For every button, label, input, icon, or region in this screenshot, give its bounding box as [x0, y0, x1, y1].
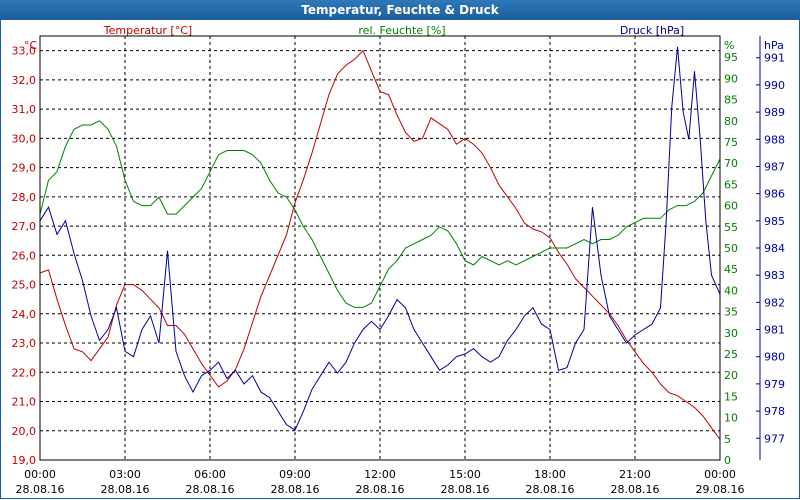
humidity-tick-label: 25 [724, 348, 738, 361]
humidity-series-label: rel. Feuchte [%] [358, 24, 445, 37]
humidity-tick-label: 40 [724, 284, 738, 297]
x-tick-time: 15:00 [449, 468, 481, 481]
pressure-series-line [39, 46, 721, 431]
left-tick-label: 22,0 [12, 366, 37, 379]
pressure-tick-label: 985 [764, 215, 785, 228]
x-tick-time: 18:00 [534, 468, 566, 481]
pressure-tick-label: 983 [764, 269, 785, 282]
x-tick-date: 28.08.16 [16, 483, 65, 496]
humidity-tick-label: 15 [724, 390, 738, 403]
humidity-unit-label: % [724, 39, 734, 52]
left-tick-label: 21,0 [12, 396, 37, 409]
window-title: Temperatur, Feuchte & Druck [0, 0, 800, 20]
left-tick-label: 26,0 [12, 249, 37, 262]
chart-grid [40, 36, 720, 461]
x-tick-date: 28.08.16 [101, 483, 150, 496]
humidity-tick-label: 75 [724, 136, 738, 149]
x-tick-date: 28.08.16 [186, 483, 235, 496]
humidity-tick-label: 85 [724, 94, 738, 107]
x-tick-time: 06:00 [194, 468, 226, 481]
x-tick-date: 28.08.16 [611, 483, 660, 496]
humidity-tick-label: 10 [724, 412, 738, 425]
humidity-tick-label: 20 [724, 369, 738, 382]
humidity-tick-label: 30 [724, 327, 738, 340]
left-tick-label: 24,0 [12, 308, 37, 321]
x-tick-date: 28.08.16 [271, 483, 320, 496]
left-tick-label: 32,0 [12, 74, 37, 87]
x-tick-time: 03:00 [109, 468, 141, 481]
pressure-tick-label: 980 [764, 351, 785, 364]
x-tick-date: 29.08.16 [696, 483, 745, 496]
humidity-tick-label: 0 [724, 454, 731, 467]
left-tick-label: 25,0 [12, 279, 37, 292]
temperature-unit-label: °C [24, 39, 38, 52]
humidity-tick-label: 60 [724, 200, 738, 213]
temperature-series-label: Temperatur [°C] [103, 24, 192, 37]
pressure-series-label: Druck [hPa] [620, 24, 684, 37]
x-tick-date: 28.08.16 [526, 483, 575, 496]
left-tick-label: 30,0 [12, 132, 37, 145]
x-tick-time: 00:00 [704, 468, 736, 481]
pressure-tick-label: 982 [764, 296, 785, 309]
pressure-tick-label: 979 [764, 378, 785, 391]
left-tick-label: 33,0 [12, 45, 37, 58]
humidity-tick-label: 45 [724, 263, 738, 276]
humidity-tick-label: 35 [724, 306, 738, 319]
left-tick-label: 31,0 [12, 103, 37, 116]
pressure-tick-label: 977 [764, 432, 785, 445]
humidity-tick-label: 70 [724, 157, 738, 170]
left-tick-label: 27,0 [12, 220, 37, 233]
temperature-series-line [39, 49, 721, 440]
humidity-series-line [39, 120, 721, 308]
x-tick-time: 12:00 [364, 468, 396, 481]
series-layer [39, 46, 721, 440]
left-tick-label: 20,0 [12, 425, 37, 438]
humidity-tick-label: 90 [724, 72, 738, 85]
axis-ticks: 19,0 20,0 21,0 22,0 23,0 24,0 25,0 26,0 27,0 28,0… [12, 24, 786, 496]
pressure-tick-label: 988 [764, 133, 785, 146]
left-tick-label: 19,0 [12, 454, 37, 467]
x-tick-date: 28.08.16 [356, 483, 405, 496]
x-tick-time: 21:00 [619, 468, 651, 481]
pressure-tick-label: 987 [764, 160, 785, 173]
pressure-tick-label: 991 [764, 52, 785, 65]
left-tick-label: 29,0 [12, 162, 37, 175]
humidity-tick-label: 50 [724, 242, 738, 255]
pressure-tick-label: 989 [764, 106, 785, 119]
x-tick-time: 09:00 [279, 468, 311, 481]
x-tick-date: 28.08.16 [441, 483, 490, 496]
pressure-unit-label: hPa [764, 39, 784, 52]
plot-area-border [39, 35, 721, 461]
pressure-tick-label: 986 [764, 188, 785, 201]
pressure-tick-label: 978 [764, 405, 785, 418]
humidity-tick-label: 95 [724, 51, 738, 64]
humidity-tick-label: 80 [724, 115, 738, 128]
humidity-tick-label: 55 [724, 221, 738, 234]
pressure-tick-label: 981 [764, 324, 785, 337]
left-tick-label: 23,0 [12, 337, 37, 350]
pressure-tick-label: 990 [764, 79, 785, 92]
humidity-tick-label: 5 [724, 433, 731, 446]
pressure-tick-label: 984 [764, 242, 785, 255]
humidity-tick-label: 65 [724, 178, 738, 191]
left-tick-label: 28,0 [12, 191, 37, 204]
x-tick-time: 00:00 [24, 468, 56, 481]
